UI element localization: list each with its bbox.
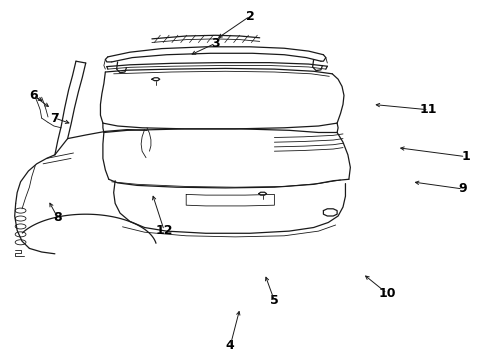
Text: 4: 4 (226, 339, 235, 352)
Text: 7: 7 (50, 112, 59, 125)
Text: 11: 11 (420, 103, 438, 116)
Text: 3: 3 (211, 37, 220, 50)
Text: 1: 1 (461, 150, 470, 163)
Text: 6: 6 (29, 89, 38, 102)
Text: 5: 5 (270, 294, 279, 307)
Text: 9: 9 (459, 183, 467, 195)
Text: 8: 8 (53, 211, 62, 224)
Text: 12: 12 (155, 224, 173, 237)
Text: 10: 10 (378, 287, 396, 300)
Text: 2: 2 (245, 10, 254, 23)
